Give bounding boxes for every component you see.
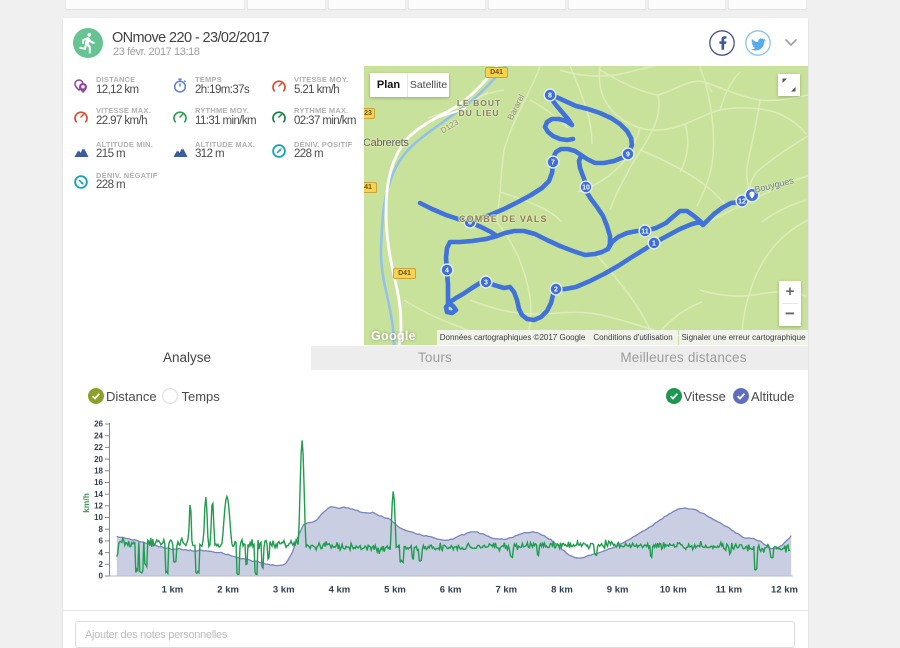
svg-text:7 km: 7 km xyxy=(495,585,517,596)
svg-text:8: 8 xyxy=(548,92,552,99)
svg-text:6: 6 xyxy=(468,219,472,226)
svg-text:9: 9 xyxy=(626,151,630,158)
svg-text:3: 3 xyxy=(484,279,488,286)
svg-text:3 km: 3 km xyxy=(273,585,295,596)
svg-text:2: 2 xyxy=(99,560,104,569)
svg-text:2: 2 xyxy=(554,286,558,293)
svg-text:km/h: km/h xyxy=(81,493,91,513)
svg-text:0: 0 xyxy=(99,572,104,581)
svg-text:4: 4 xyxy=(445,267,449,274)
svg-text:10 km: 10 km xyxy=(660,585,687,596)
svg-text:18: 18 xyxy=(94,467,103,476)
svg-text:9 km: 9 km xyxy=(607,585,629,596)
svg-text:4: 4 xyxy=(99,548,104,557)
svg-text:14: 14 xyxy=(94,490,103,499)
svg-text:10: 10 xyxy=(94,513,103,522)
svg-text:1: 1 xyxy=(652,240,656,247)
svg-text:10: 10 xyxy=(582,184,590,191)
svg-text:7: 7 xyxy=(551,159,555,166)
svg-text:6: 6 xyxy=(99,537,104,546)
svg-text:12 km: 12 km xyxy=(771,585,798,596)
svg-text:12: 12 xyxy=(738,198,746,205)
svg-text:4 km: 4 km xyxy=(329,585,351,596)
svg-text:22: 22 xyxy=(94,443,103,452)
svg-text:12: 12 xyxy=(94,502,103,511)
svg-text:1 km: 1 km xyxy=(162,585,184,596)
svg-text:8: 8 xyxy=(99,525,104,534)
svg-text:6 km: 6 km xyxy=(440,585,462,596)
svg-text:16: 16 xyxy=(94,478,103,487)
svg-text:20: 20 xyxy=(94,455,103,464)
svg-text:26: 26 xyxy=(94,420,103,429)
svg-text:2 km: 2 km xyxy=(217,585,239,596)
svg-text:11: 11 xyxy=(641,228,649,235)
svg-text:11 km: 11 km xyxy=(716,585,742,596)
svg-text:24: 24 xyxy=(94,431,103,440)
svg-text:5 km: 5 km xyxy=(384,585,406,596)
svg-text:8 km: 8 km xyxy=(551,585,573,596)
